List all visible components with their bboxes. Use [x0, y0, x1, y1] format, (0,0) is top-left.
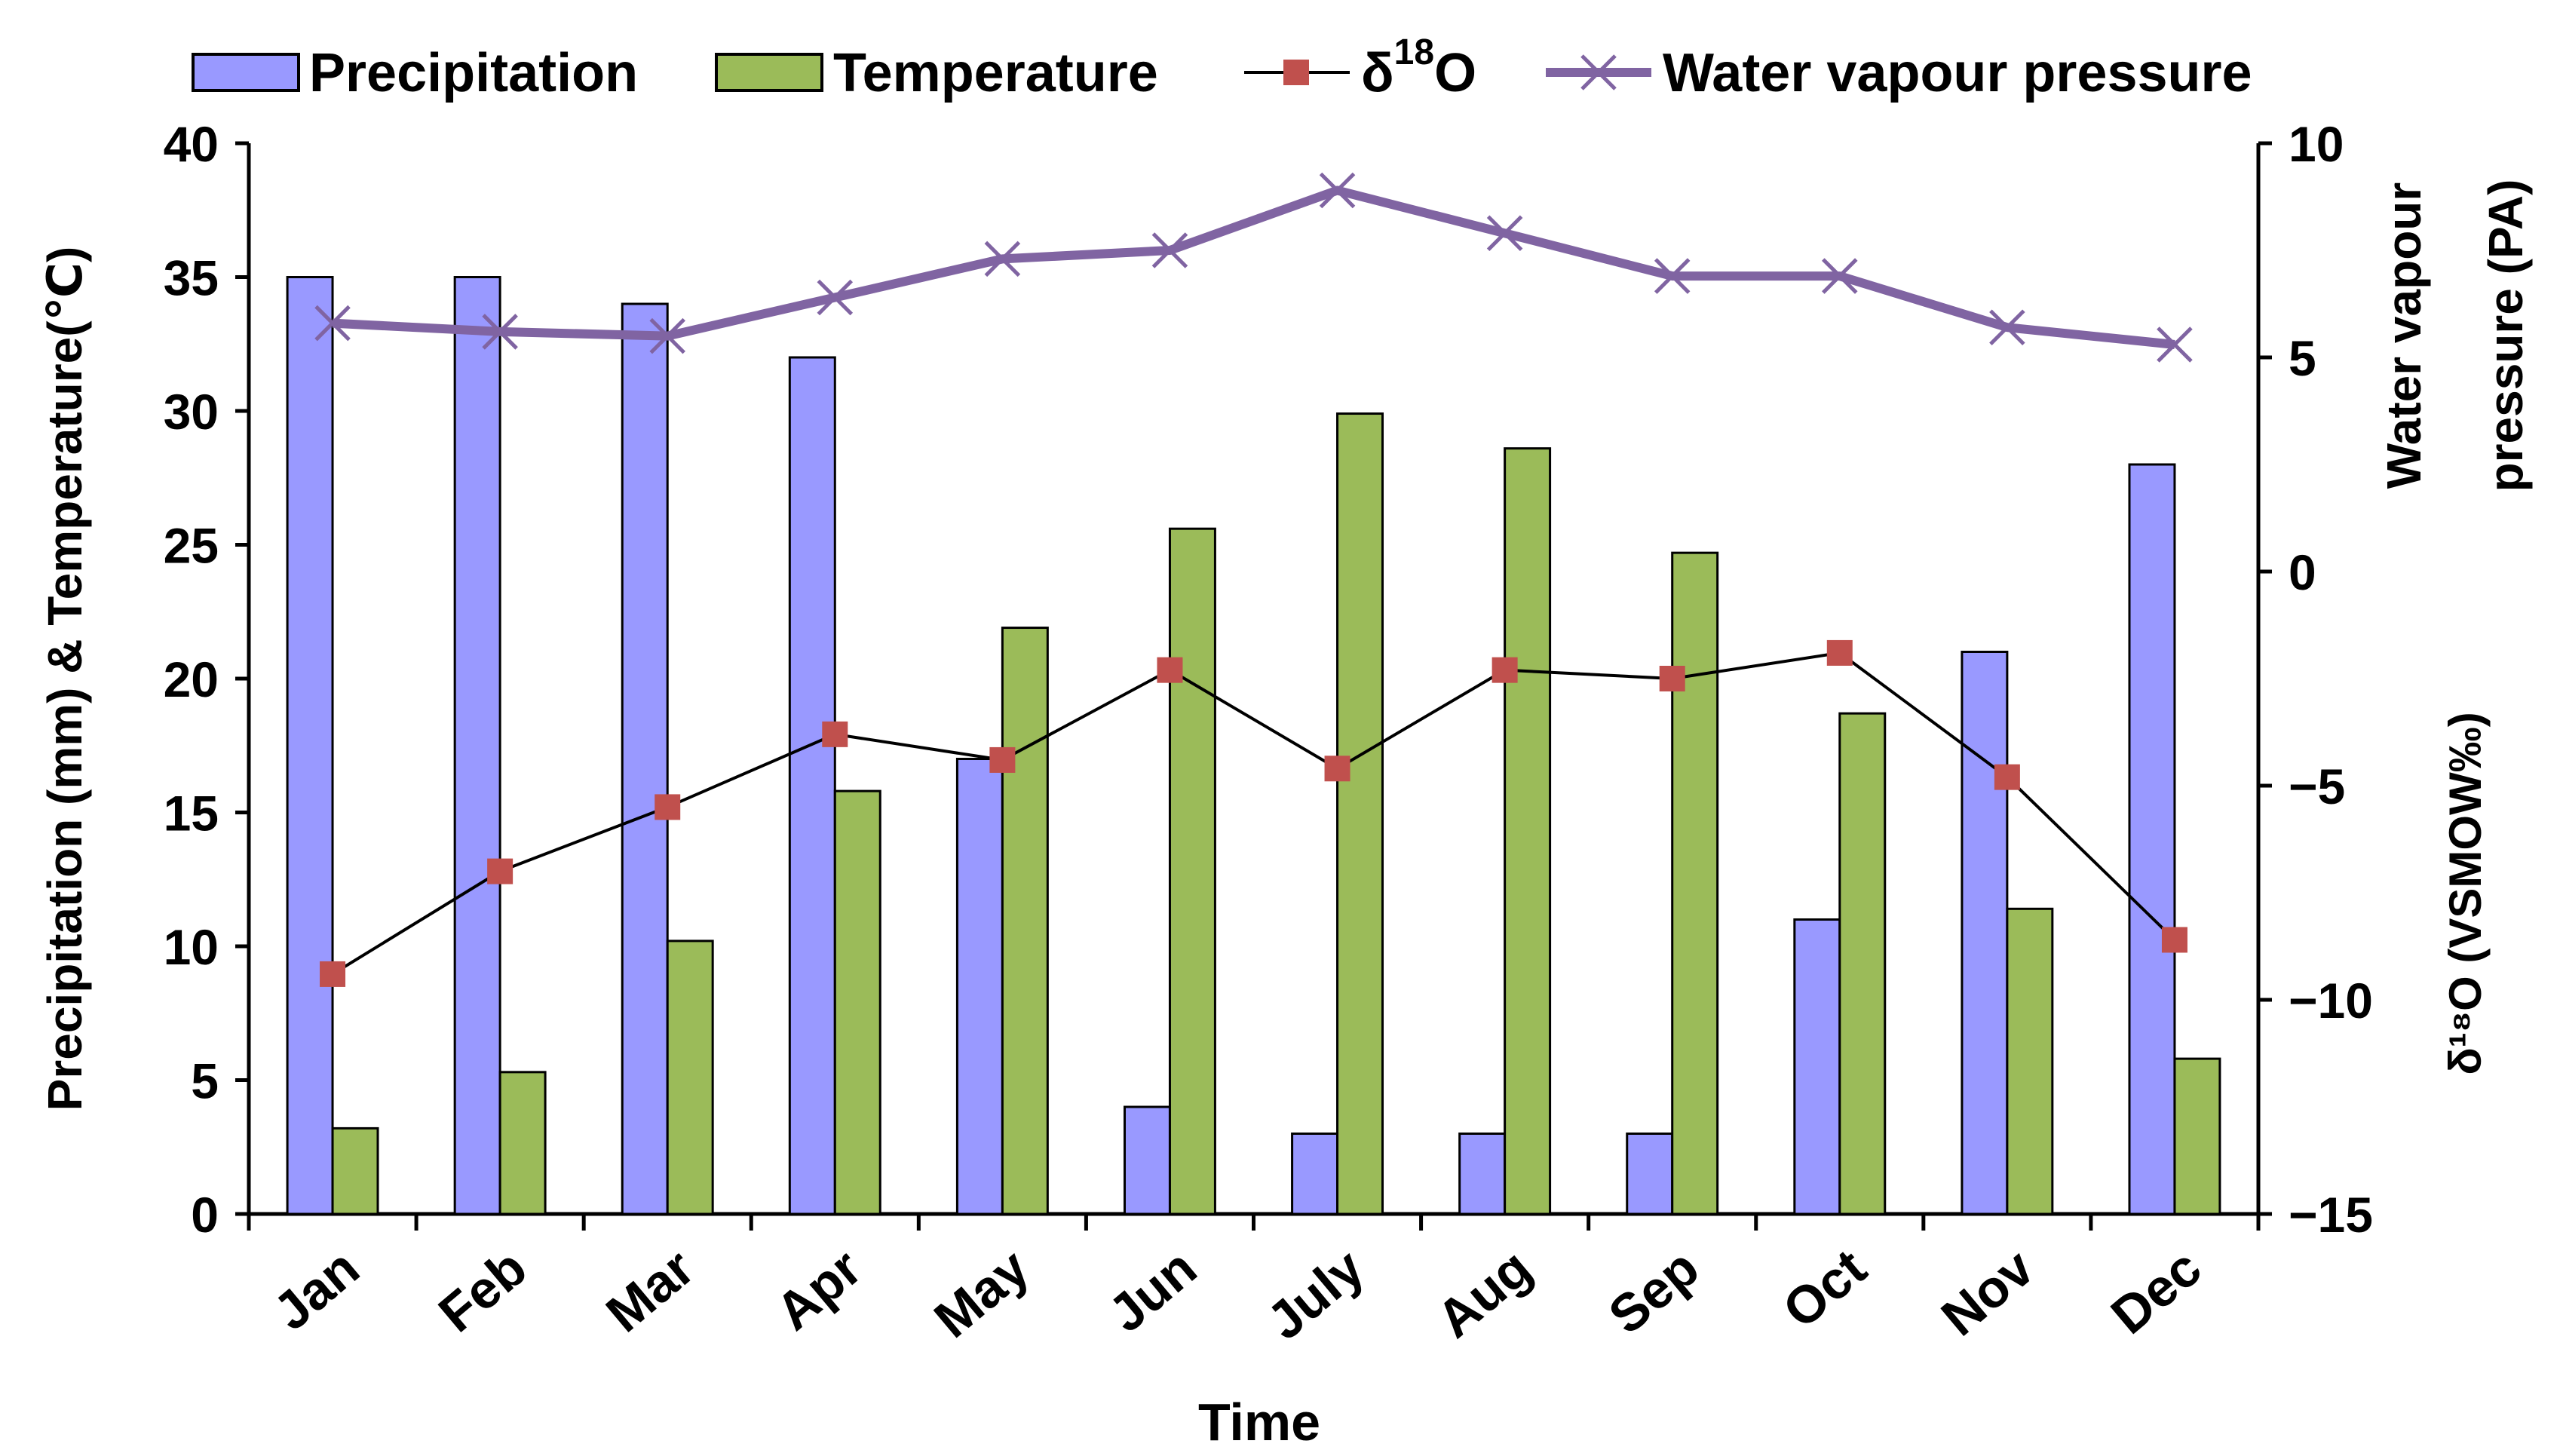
legend-temperature-swatch: [715, 53, 823, 92]
temperature-bar: [1336, 412, 1384, 1215]
left-tick-label: 10: [164, 919, 219, 975]
right-tick-label: 0: [2289, 544, 2316, 600]
temperature-bar: [1671, 551, 1719, 1215]
right-tick-label: −15: [2289, 1187, 2373, 1243]
left-tick-label: 25: [164, 518, 219, 574]
temperature-bar: [1001, 627, 1049, 1215]
right-axis-ticks: −15 −10 −5 0 5 10: [2258, 116, 2373, 1243]
temperature-bar: [1838, 712, 1887, 1215]
right-tick-label: 5: [2289, 330, 2316, 386]
precipitation-bar: [1626, 1133, 1674, 1215]
vapour-point: [2157, 326, 2193, 363]
vapour-point: [314, 305, 351, 342]
legend-precipitation-label: Precipitation: [309, 43, 638, 103]
d18o-point: [2161, 927, 2187, 953]
right-axis-title-top-line1: Water vapour: [2377, 182, 2431, 489]
temperature-bar: [1168, 527, 1216, 1215]
right-tick-label: −5: [2289, 759, 2345, 814]
d18o-point: [655, 794, 681, 820]
temperature-bar: [2006, 907, 2054, 1215]
temperature-bar: [1504, 447, 1552, 1215]
d18o-point: [487, 858, 514, 884]
left-tick-label: 30: [164, 384, 219, 440]
d18o-point: [1324, 756, 1350, 782]
right-tick-label: −10: [2289, 973, 2373, 1028]
legend: Precipitation Temperature δ18O Water vap…: [192, 32, 2252, 103]
right-tick-label: 10: [2289, 116, 2344, 172]
d18o-point: [989, 746, 1016, 773]
temperature-bar: [331, 1126, 379, 1215]
d18o-line: [331, 651, 2176, 976]
left-tick-label: 0: [191, 1187, 219, 1243]
vapour-point: [817, 279, 854, 316]
vapour-point: [649, 317, 685, 354]
d18o-point: [1492, 657, 1518, 683]
vapour-point: [1822, 258, 1858, 294]
legend-temperature-label: Temperature: [833, 43, 1158, 103]
precipitation-bar: [2128, 463, 2176, 1215]
left-tick-label: 15: [164, 786, 219, 841]
legend-precipitation-swatch: [192, 53, 300, 92]
precipitation-bar: [955, 758, 1004, 1215]
vapour-point: [1486, 215, 1523, 252]
d18o-point: [1826, 639, 1853, 666]
d18o-point: [822, 721, 848, 747]
d18o-point: [1157, 657, 1183, 683]
legend-vapour-marker: [1580, 54, 1617, 90]
d18o-point: [320, 961, 346, 987]
right-axis-title-top-line2: pressure (PA): [2479, 179, 2533, 492]
precipitation-bar: [1123, 1105, 1171, 1215]
left-tick-label: 5: [191, 1053, 219, 1109]
left-axis-title: Precipitation (mm) & Temperature(℃): [38, 247, 92, 1111]
vapour-point: [1151, 232, 1188, 268]
temperature-bar: [833, 789, 881, 1215]
legend-vapour-label: Water vapour pressure: [1663, 43, 2252, 103]
left-axis-ticks: 0 5 10 15 20 25 30 35 40: [164, 116, 249, 1243]
vapour-point: [984, 241, 1021, 277]
precipitation-bar: [1793, 918, 1841, 1215]
d18o-point: [1994, 764, 2020, 790]
bars-group: [286, 276, 2221, 1215]
precipitation-bar: [453, 276, 501, 1215]
vapour-point: [1989, 309, 2025, 346]
left-tick-label: 40: [164, 116, 219, 172]
precipitation-bar: [1291, 1133, 1339, 1215]
precipitation-bar: [286, 276, 334, 1215]
precipitation-bar: [621, 302, 669, 1215]
temperature-bar: [666, 940, 714, 1215]
precipitation-bar: [1458, 1133, 1507, 1215]
d18o-point: [1659, 666, 1685, 691]
legend-d18o-label: δ18O: [1361, 32, 1476, 103]
temperature-bar: [498, 1071, 547, 1215]
vapour-line: [332, 185, 2175, 349]
right-axis-title-bottom: δ¹⁸O (VSMOW‰): [2440, 712, 2491, 1074]
vapour-point: [1319, 172, 1356, 209]
temperature-bar: [2173, 1057, 2221, 1215]
left-tick-label: 35: [164, 250, 219, 306]
left-tick-label: 20: [164, 651, 219, 707]
vapour-point: [482, 314, 518, 350]
x-axis-title: Time: [1198, 1393, 1320, 1451]
legend-d18o-marker: [1283, 60, 1309, 85]
vapour-point: [1654, 258, 1691, 294]
precipitation-bar: [1961, 651, 2009, 1215]
lines-group: [314, 172, 2193, 987]
precipitation-bar: [788, 356, 836, 1215]
